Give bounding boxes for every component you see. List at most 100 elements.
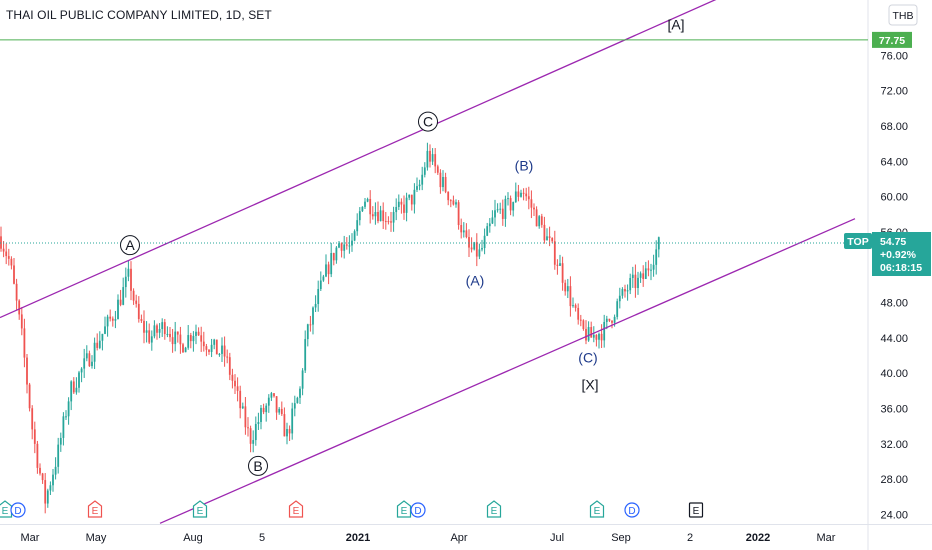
x-tick-label: 2022 — [746, 532, 770, 544]
candle — [582, 319, 585, 331]
earnings-marker-shape[interactable] — [486, 500, 502, 518]
candle-body — [403, 204, 405, 213]
event-marker[interactable]: E — [0, 500, 13, 518]
earnings-marker-shape[interactable] — [192, 500, 208, 518]
candle-body — [135, 300, 138, 304]
currency-badge-box[interactable] — [888, 4, 918, 26]
candle-body — [117, 299, 119, 320]
candle — [384, 211, 387, 230]
wave-circle[interactable] — [120, 235, 140, 256]
wave-circle[interactable] — [248, 455, 268, 476]
candle-body — [174, 331, 177, 345]
candle-body — [62, 416, 65, 438]
candle-body — [501, 208, 504, 219]
candle-body — [504, 198, 507, 219]
candle — [189, 332, 192, 349]
event-marker[interactable]: E — [87, 500, 103, 518]
event-marker[interactable]: D — [10, 502, 26, 518]
candle — [239, 385, 242, 419]
candle-body — [473, 242, 476, 250]
event-marker[interactable]: E — [688, 502, 704, 518]
candle-body — [353, 231, 356, 241]
wave-label-text: C — [423, 114, 433, 130]
event-marker[interactable]: D — [410, 502, 426, 518]
candle — [652, 254, 655, 277]
wave-label[interactable]: (B) — [515, 158, 534, 174]
x-tick-label: Mar — [817, 532, 836, 544]
candle — [543, 216, 546, 244]
candle-body — [299, 388, 301, 398]
wave-label-text: B — [253, 458, 262, 474]
earnings-marker-shape[interactable] — [87, 500, 103, 518]
dividend-marker-shape[interactable] — [10, 502, 26, 518]
earnings-marker-shape[interactable] — [589, 500, 605, 518]
candle-body — [265, 405, 268, 413]
candle — [327, 261, 330, 285]
channel-line-upper[interactable] — [0, 0, 775, 319]
event-marker[interactable]: E — [288, 500, 304, 518]
wave-label[interactable]: [X] — [581, 377, 598, 393]
candle-body — [577, 307, 580, 320]
candle — [286, 422, 288, 445]
earnings-marker-shape[interactable] — [396, 500, 412, 518]
candle — [650, 263, 652, 281]
event-marker[interactable]: E — [396, 500, 412, 518]
earnings-marker-shape[interactable] — [288, 500, 304, 518]
wave-label-text: [X] — [581, 377, 598, 393]
wave-label[interactable]: [A] — [667, 16, 684, 32]
candle-body — [340, 243, 343, 251]
dividend-marker-shape[interactable] — [624, 502, 640, 518]
event-marker[interactable]: E — [192, 500, 208, 518]
candle — [283, 407, 286, 437]
candle — [226, 349, 229, 364]
candle — [36, 440, 39, 474]
candle-body — [239, 390, 242, 409]
wave-label[interactable]: (C) — [578, 349, 597, 365]
wave-label[interactable]: C — [418, 111, 438, 132]
candle — [517, 184, 520, 202]
candle — [455, 199, 457, 208]
candle — [262, 403, 265, 415]
candle — [603, 314, 606, 348]
currency-badge[interactable]: THB — [888, 4, 918, 26]
candle-body — [247, 427, 249, 429]
dividend-marker-shape[interactable] — [410, 502, 426, 518]
candle — [309, 315, 312, 332]
candle — [579, 314, 582, 327]
wave-label[interactable]: B — [248, 455, 268, 476]
candle — [447, 191, 450, 206]
event-marker[interactable]: D — [624, 502, 640, 518]
candle-body — [384, 221, 387, 223]
candle-body — [85, 353, 88, 359]
candle — [49, 481, 52, 495]
candle-body — [304, 339, 307, 371]
candle — [600, 324, 603, 349]
future-earnings-shape[interactable] — [688, 502, 704, 518]
candle-body — [543, 224, 546, 241]
event-marker[interactable]: E — [486, 500, 502, 518]
y-tick-label: 60.00 — [880, 192, 908, 204]
candle — [616, 298, 619, 320]
candle — [218, 352, 221, 357]
last-price-change: +0.92% — [880, 249, 917, 261]
channel-line-lower[interactable] — [159, 218, 856, 524]
candle-body — [387, 221, 390, 223]
candle — [231, 368, 234, 389]
event-marker[interactable]: E — [589, 500, 605, 518]
candle-body — [127, 268, 130, 277]
candle-body — [171, 337, 174, 345]
wave-label[interactable]: A — [120, 235, 140, 256]
candle — [553, 230, 556, 270]
candle — [390, 211, 392, 232]
candle — [46, 488, 49, 508]
candle-body — [647, 268, 650, 271]
candle-body — [655, 249, 658, 265]
candle-body — [444, 176, 447, 192]
candle-body — [114, 319, 117, 321]
candle — [335, 246, 338, 264]
candle — [254, 416, 257, 446]
candle — [332, 252, 335, 266]
wave-label[interactable]: (A) — [466, 273, 485, 289]
wave-circle[interactable] — [418, 111, 438, 132]
